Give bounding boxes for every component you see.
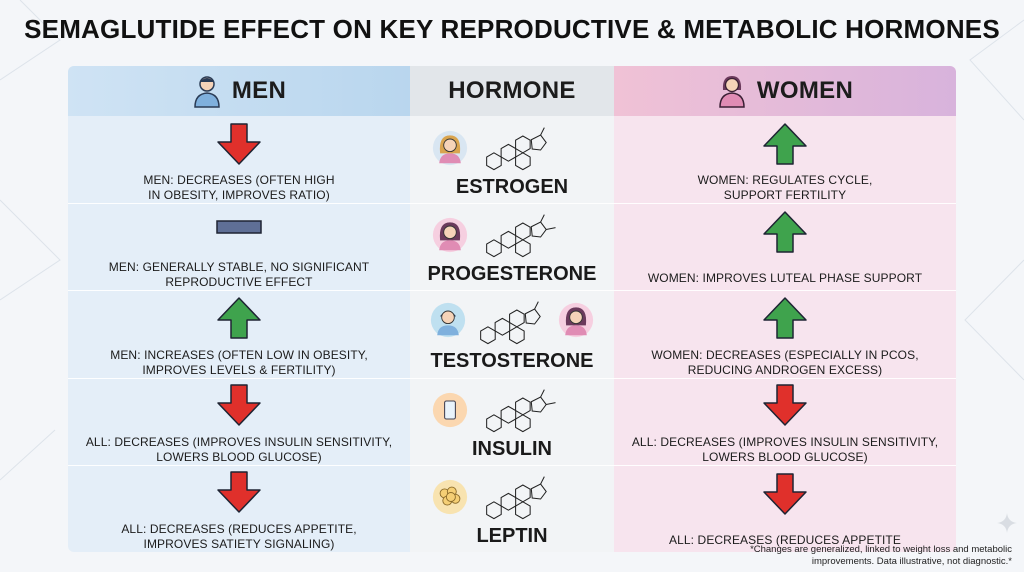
down-arrow-icon [217, 471, 261, 514]
row-separator [68, 464, 956, 466]
women-effect-text: WOMEN: IMPROVES LUTEAL PHASE SUPPORT [647, 271, 923, 286]
up-arrow-icon [763, 297, 807, 339]
women-effect-text: WOMEN: REGULATES CYCLE, SUPPORT FERTILIT… [697, 173, 873, 203]
up-arrow-icon [217, 297, 261, 339]
fat-cells-icon [432, 479, 468, 514]
men-effect-text: MEN: INCREASES (OFTEN LOW IN OBESITY, IM… [110, 347, 368, 377]
molecule-structure-icon [486, 388, 556, 432]
hormone-name: TESTOSTERONE [430, 350, 594, 373]
down-arrow-icon [763, 473, 807, 515]
molecule-structure-icon [486, 214, 556, 258]
down-arrow-icon [217, 384, 261, 426]
insulin-pen-icon [432, 392, 468, 427]
men-effect-text: ALL: DECREASES (REDUCES APPETITE, IMPROV… [121, 521, 357, 551]
women-effect-text: ALL: DECREASES (IMPROVES INSULIN SENSITI… [631, 434, 939, 464]
men-effect-cell: MEN: DECREASES (OFTEN HIGH IN OBESITY, I… [68, 116, 410, 203]
men-effect-cell: ALL: DECREASES (IMPROVES INSULIN SENSITI… [68, 378, 410, 465]
woman-avatar-icon [558, 303, 594, 338]
women-effect-cell: WOMEN: DECREASES (ESPECIALLY IN PCOS, RE… [614, 290, 956, 377]
men-effect-text: MEN: DECREASES (OFTEN HIGH IN OBESITY, I… [143, 173, 335, 203]
women-effect-text: ALL: DECREASES (REDUCES APPETITE [669, 532, 901, 547]
sparkle-icon [997, 513, 1017, 533]
men-header-label: MEN [231, 77, 287, 104]
hormone-name: LEPTIN [476, 524, 548, 547]
women-header-label: WOMEN [756, 77, 854, 104]
men-effect-cell: ALL: DECREASES (REDUCES APPETITE, IMPROV… [68, 465, 410, 552]
hormone-name: INSULIN [472, 437, 552, 460]
women-effect-cell: WOMEN: IMPROVES LUTEAL PHASE SUPPORT [614, 203, 956, 290]
stable-bar-icon [216, 220, 262, 234]
up-arrow-icon [763, 211, 807, 253]
row-separator [68, 290, 956, 292]
men-effect-text: ALL: DECREASES (IMPROVES INSULIN SENSITI… [85, 434, 393, 464]
women-header: WOMEN [614, 66, 956, 116]
down-arrow-icon [763, 384, 807, 426]
man-avatar-icon [194, 76, 220, 108]
comparison-table: MEN HORMONE WOMEN MEN: DECREASES (OFTEN … [68, 66, 956, 552]
molecule-structure-icon [486, 476, 547, 519]
molecule-structure-icon [480, 301, 541, 345]
men-effect-text: MEN: GENERALLY STABLE, NO SIGNIFICANT RE… [108, 260, 370, 290]
men-effect-cell: MEN: GENERALLY STABLE, NO SIGNIFICANT RE… [68, 203, 410, 290]
footnote: *Changes are generalized, linked to weig… [750, 544, 1012, 567]
hormone-name: ESTROGEN [455, 176, 569, 198]
page-title: SEMAGLUTIDE EFFECT ON KEY REPRODUCTIVE &… [24, 14, 1000, 44]
women-effect-cell: ALL: DECREASES (IMPROVES INSULIN SENSITI… [614, 378, 956, 465]
men-header: MEN [68, 66, 410, 116]
molecule-structure-icon [486, 127, 547, 171]
women-effect-cell: ALL: DECREASES (REDUCES APPETITE [614, 465, 956, 552]
woman-avatar-icon [719, 76, 745, 108]
row-separator [68, 203, 956, 205]
women-effect-cell: WOMEN: REGULATES CYCLE, SUPPORT FERTILIT… [614, 116, 956, 203]
hormone-header: HORMONE [410, 66, 614, 116]
man-avatar-icon [430, 303, 466, 338]
woman-avatar-icon [432, 130, 468, 166]
row-separator [68, 377, 956, 379]
woman-avatar-icon [432, 218, 468, 253]
hormone-header-label: HORMONE [448, 77, 576, 104]
up-arrow-icon [763, 122, 807, 165]
men-effect-cell: MEN: INCREASES (OFTEN LOW IN OBESITY, IM… [68, 290, 410, 377]
hormone-name: PROGESTERONE [427, 263, 597, 286]
down-arrow-icon [217, 122, 261, 165]
women-effect-text: WOMEN: DECREASES (ESPECIALLY IN PCOS, RE… [651, 347, 919, 377]
